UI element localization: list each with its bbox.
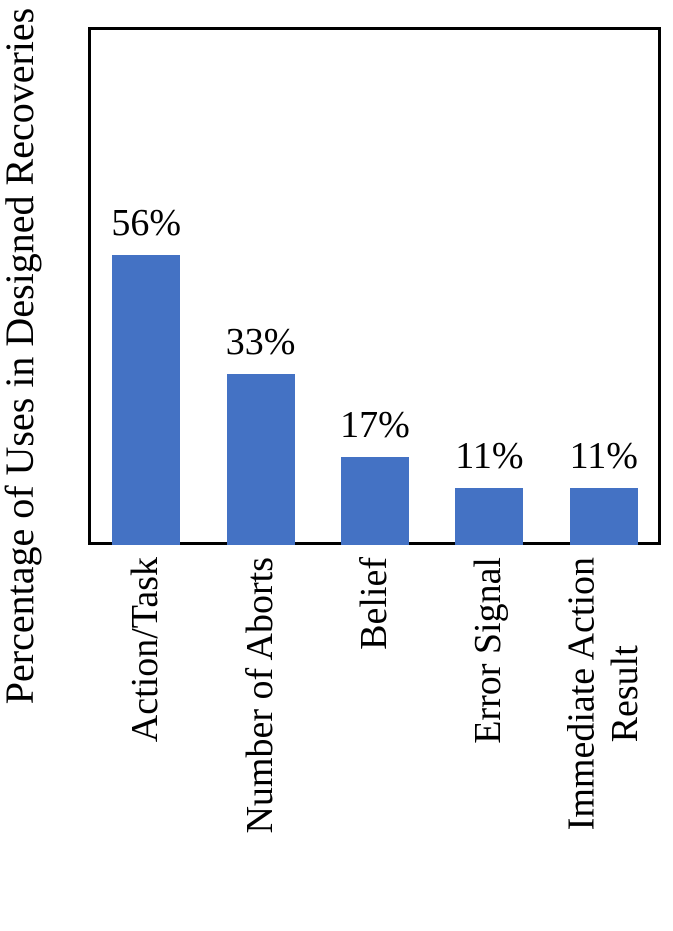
bar-error-signal	[455, 488, 524, 545]
value-label-immediate-action-result: 11%	[569, 435, 638, 477]
value-label-belief: 17%	[340, 404, 410, 446]
category-label-error-signal: Error Signal	[467, 557, 510, 744]
category-label-immediate-action-result: Immediate Action Result	[560, 557, 646, 831]
bar-belief	[341, 457, 409, 545]
value-label-action-task: 56%	[111, 202, 182, 244]
value-label-number-of-aborts: 33%	[225, 321, 296, 363]
category-label-belief: Belief	[353, 557, 396, 650]
category-label-action-task: Action/Task	[124, 557, 167, 743]
bar-number-of-aborts	[226, 374, 295, 545]
category-label-number-of-aborts: Number of Aborts	[238, 557, 281, 834]
bar-immediate-action-result	[569, 488, 638, 545]
bar-action-task	[112, 255, 181, 545]
value-label-error-signal: 11%	[455, 435, 524, 477]
y-axis-title: Percentage of Uses in Designed Recoverie…	[0, 7, 42, 705]
